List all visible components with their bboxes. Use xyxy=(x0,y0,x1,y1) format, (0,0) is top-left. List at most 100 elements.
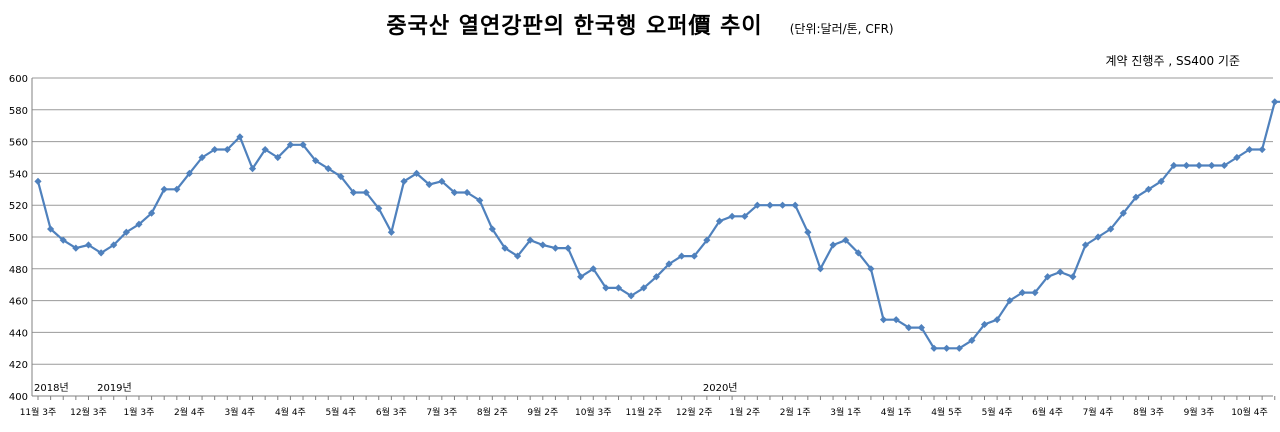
x-tick-label: 1월 3주 xyxy=(124,406,155,418)
data-point xyxy=(274,153,282,162)
data-point xyxy=(753,201,761,209)
data-point xyxy=(1031,289,1039,297)
data-point xyxy=(362,188,370,197)
spec-note: 계약 진행주 , SS400 기준 xyxy=(1105,54,1241,68)
data-point xyxy=(842,236,850,244)
data-point xyxy=(387,228,395,236)
data-point xyxy=(778,201,787,209)
x-tick-label: 2월 1주 xyxy=(780,406,811,418)
y-tick-label: 500 xyxy=(9,233,28,244)
data-point xyxy=(400,177,408,185)
x-tick-label: 9월 2주 xyxy=(527,406,558,418)
data-point xyxy=(1069,273,1077,281)
x-tick-label: 5월 4주 xyxy=(982,406,1013,418)
chart-title-row: 중국산 열연강판의 한국행 오퍼價 추이 (단위:달러/톤, CFR) xyxy=(0,8,1280,40)
data-point xyxy=(463,188,471,197)
x-tick-label: 3월 4주 xyxy=(224,406,255,418)
year-label: 2020년 xyxy=(703,382,738,394)
data-point xyxy=(968,336,976,344)
x-tick-label: 12월 3주 xyxy=(70,406,107,418)
data-point xyxy=(349,188,358,197)
data-point xyxy=(248,165,257,173)
data-point xyxy=(1132,193,1140,201)
data-point xyxy=(513,252,522,260)
data-point xyxy=(110,241,118,249)
data-point xyxy=(72,244,80,252)
data-point xyxy=(501,244,509,252)
data-point xyxy=(854,249,862,257)
year-label: 2018년 xyxy=(34,382,69,394)
data-point xyxy=(665,260,673,268)
x-tick-label: 4월 4주 xyxy=(275,406,306,418)
data-point xyxy=(1233,153,1241,162)
y-tick-label: 460 xyxy=(9,297,28,308)
x-tick-label: 4월 5주 xyxy=(931,406,962,418)
x-tick-label: 3월 1주 xyxy=(830,406,861,418)
data-point xyxy=(930,344,938,352)
data-point xyxy=(539,241,547,249)
x-tick-label: 9월 3주 xyxy=(1184,406,1215,418)
data-point xyxy=(1018,289,1026,297)
data-point xyxy=(728,212,736,220)
data-point xyxy=(905,324,913,332)
data-point xyxy=(236,133,244,141)
y-tick-label: 520 xyxy=(9,201,28,212)
data-point xyxy=(614,284,623,292)
x-tick-label: 7월 4주 xyxy=(1083,406,1114,418)
series-line xyxy=(36,100,1280,350)
data-point xyxy=(804,228,812,236)
data-point xyxy=(135,220,143,228)
data-point xyxy=(312,157,320,165)
y-tick-label: 580 xyxy=(9,106,28,117)
data-point xyxy=(34,177,42,185)
y-tick-label: 440 xyxy=(9,328,28,339)
data-point xyxy=(955,344,963,352)
y-tick-label: 480 xyxy=(9,265,28,276)
data-point xyxy=(993,316,1001,324)
x-tick-label: 1월 2주 xyxy=(729,406,760,418)
data-point xyxy=(564,244,572,252)
data-point xyxy=(1081,241,1090,249)
x-tick-label: 10월 3주 xyxy=(575,406,612,418)
data-point xyxy=(47,225,55,233)
data-point xyxy=(173,185,181,193)
data-point xyxy=(678,252,686,260)
x-tick-label: 5월 4주 xyxy=(325,406,356,418)
data-point xyxy=(337,172,345,181)
y-tick-label: 540 xyxy=(9,169,28,180)
x-tick-label: 11월 2주 xyxy=(625,406,662,418)
data-point xyxy=(413,169,421,177)
x-tick-label: 6월 4주 xyxy=(1032,406,1063,418)
data-point xyxy=(450,188,459,197)
data-point xyxy=(577,273,585,281)
data-point xyxy=(299,141,307,149)
data-point xyxy=(375,204,383,212)
data-point xyxy=(690,252,698,260)
data-point xyxy=(943,344,951,352)
data-point xyxy=(84,241,93,249)
data-point xyxy=(223,145,231,154)
data-point xyxy=(59,236,67,244)
data-point xyxy=(867,265,875,273)
data-point xyxy=(652,273,660,281)
data-point xyxy=(1170,161,1178,170)
data-point xyxy=(1182,161,1191,170)
data-point xyxy=(1144,185,1153,193)
data-point xyxy=(211,145,219,154)
y-tick-label: 560 xyxy=(9,138,28,149)
data-point xyxy=(1195,161,1203,170)
data-point xyxy=(640,284,648,292)
x-tick-label: 11월 3주 xyxy=(20,406,57,418)
x-tick-label: 10월 4주 xyxy=(1231,406,1268,418)
data-point xyxy=(766,201,774,209)
x-tick-label: 12월 2주 xyxy=(676,406,713,418)
data-point xyxy=(185,169,194,177)
data-point xyxy=(1271,98,1279,106)
data-point xyxy=(324,165,332,173)
data-point xyxy=(627,292,635,300)
data-point xyxy=(1056,268,1064,276)
data-point xyxy=(488,225,496,233)
data-point xyxy=(551,244,560,252)
